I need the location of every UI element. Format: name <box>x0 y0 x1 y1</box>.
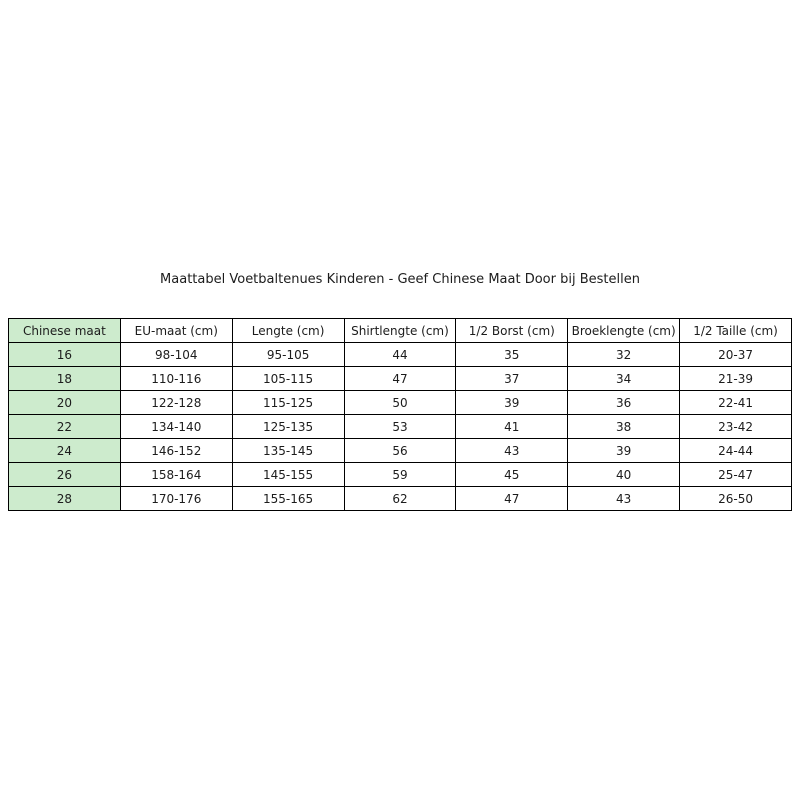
table-cell: 56 <box>343 438 457 463</box>
table-cell: 50 <box>343 390 457 415</box>
table-cell: 53 <box>343 414 457 439</box>
table-cell: 146-152 <box>119 438 233 463</box>
table-cell: 22 <box>8 414 121 439</box>
table-row: 16 98-104 95-105 44 35 32 20-37 <box>8 342 792 367</box>
column-header: EU-maat (cm) <box>119 318 233 343</box>
table-cell: 115-125 <box>231 390 345 415</box>
table-cell: 38 <box>567 414 681 439</box>
table-cell: 26 <box>8 462 121 487</box>
table-row: 24 146-152 135-145 56 43 39 24-44 <box>8 438 792 463</box>
table-cell: 110-116 <box>119 366 233 391</box>
table-cell: 155-165 <box>231 486 345 511</box>
table-cell: 24 <box>8 438 121 463</box>
table-cell: 21-39 <box>679 366 792 391</box>
table-cell: 40 <box>567 462 681 487</box>
table-cell: 36 <box>567 390 681 415</box>
table-cell: 34 <box>567 366 681 391</box>
column-header: Broeklengte (cm) <box>567 318 681 343</box>
table-cell: 62 <box>343 486 457 511</box>
table-cell: 28 <box>8 486 121 511</box>
table-cell: 59 <box>343 462 457 487</box>
table-cell: 20 <box>8 390 121 415</box>
table-cell: 134-140 <box>119 414 233 439</box>
table-cell: 24-44 <box>679 438 792 463</box>
table-cell: 23-42 <box>679 414 792 439</box>
table-cell: 105-115 <box>231 366 345 391</box>
table-row: 22 134-140 125-135 53 41 38 23-42 <box>8 414 792 439</box>
column-header: Lengte (cm) <box>231 318 345 343</box>
table-cell: 39 <box>567 438 681 463</box>
table-cell: 98-104 <box>119 342 233 367</box>
table-cell: 35 <box>455 342 569 367</box>
column-header: 1/2 Taille (cm) <box>679 318 792 343</box>
page-title: Maattabel Voetbaltenues Kinderen - Geef … <box>160 272 640 287</box>
table-cell: 26-50 <box>679 486 792 511</box>
table-cell: 39 <box>455 390 569 415</box>
table-cell: 41 <box>455 414 569 439</box>
size-table-body: 16 98-104 95-105 44 35 32 20-37 18 110-116 105-11… <box>8 342 792 511</box>
table-cell: 47 <box>343 366 457 391</box>
table-cell: 22-41 <box>679 390 792 415</box>
table-cell: 43 <box>567 486 681 511</box>
table-cell: 145-155 <box>231 462 345 487</box>
column-header: 1/2 Borst (cm) <box>455 318 569 343</box>
table-cell: 37 <box>455 366 569 391</box>
table-cell: 18 <box>8 366 121 391</box>
table-cell: 25-47 <box>679 462 792 487</box>
table-cell: 20-37 <box>679 342 792 367</box>
table-header-row: Chinese maat EU-maat (cm) Lengte (cm) Shirt… <box>8 318 792 343</box>
table-cell: 170-176 <box>119 486 233 511</box>
table-cell: 95-105 <box>231 342 345 367</box>
table-row: 28 170-176 155-165 62 47 43 26-50 <box>8 486 792 511</box>
table-cell: 125-135 <box>231 414 345 439</box>
table-cell: 122-128 <box>119 390 233 415</box>
table-cell: 43 <box>455 438 569 463</box>
table-row: 20 122-128 115-125 50 39 36 22-41 <box>8 390 792 415</box>
table-cell: 16 <box>8 342 121 367</box>
column-header: Shirtlengte (cm) <box>343 318 457 343</box>
table-cell: 135-145 <box>231 438 345 463</box>
table-cell: 44 <box>343 342 457 367</box>
table-row: 26 158-164 145-155 59 45 40 25-47 <box>8 462 792 487</box>
table-cell: 32 <box>567 342 681 367</box>
table-cell: 47 <box>455 486 569 511</box>
table-cell: 45 <box>455 462 569 487</box>
size-table: Chinese maat EU-maat (cm) Lengte (cm) Shirt… <box>8 318 792 511</box>
size-table-header: Chinese maat EU-maat (cm) Lengte (cm) Shirt… <box>8 318 792 343</box>
table-cell: 158-164 <box>119 462 233 487</box>
table-row: 18 110-116 105-115 47 37 34 21-39 <box>8 366 792 391</box>
column-header: Chinese maat <box>8 318 121 343</box>
